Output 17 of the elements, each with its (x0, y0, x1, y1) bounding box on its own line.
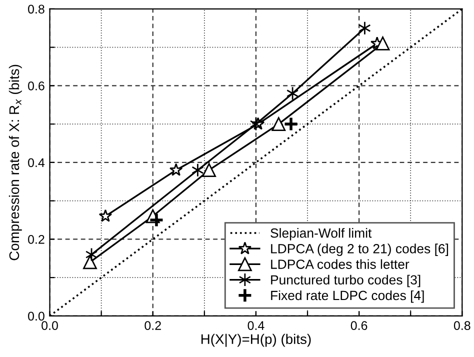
x-tick-label: 0.2 (144, 321, 161, 330)
legend-label: Punctured turbo codes [3] (271, 274, 420, 288)
x-tick-label: 0.8 (454, 321, 470, 330)
y-tick-label: 0.6 (28, 81, 44, 90)
x-tick-label: 0.6 (350, 321, 368, 330)
y-tick-label: 0.0 (28, 312, 44, 321)
legend-label: LDPCA codes this letter (271, 259, 410, 269)
x-tick-label: 0.4 (248, 321, 264, 330)
x-axis-title: H(X|Y)=H(p) (bits) (201, 334, 311, 347)
y-tick-label: 0.2 (28, 234, 44, 244)
legend-label: Slepian-Wolf limit (270, 228, 372, 240)
legend-label: LDPCA (deg 2 to 21) codes [6] (271, 244, 448, 256)
y-tick-label: 0.8 (28, 4, 44, 14)
y-tick-label: 0.4 (28, 158, 45, 168)
x-tick-label: 0.0 (42, 321, 58, 330)
y-axis-title: Compression rate of X: R$_{x}$ (bits) (8, 64, 22, 260)
legend-label: Fixed rate LDPC codes [4] (271, 290, 424, 303)
